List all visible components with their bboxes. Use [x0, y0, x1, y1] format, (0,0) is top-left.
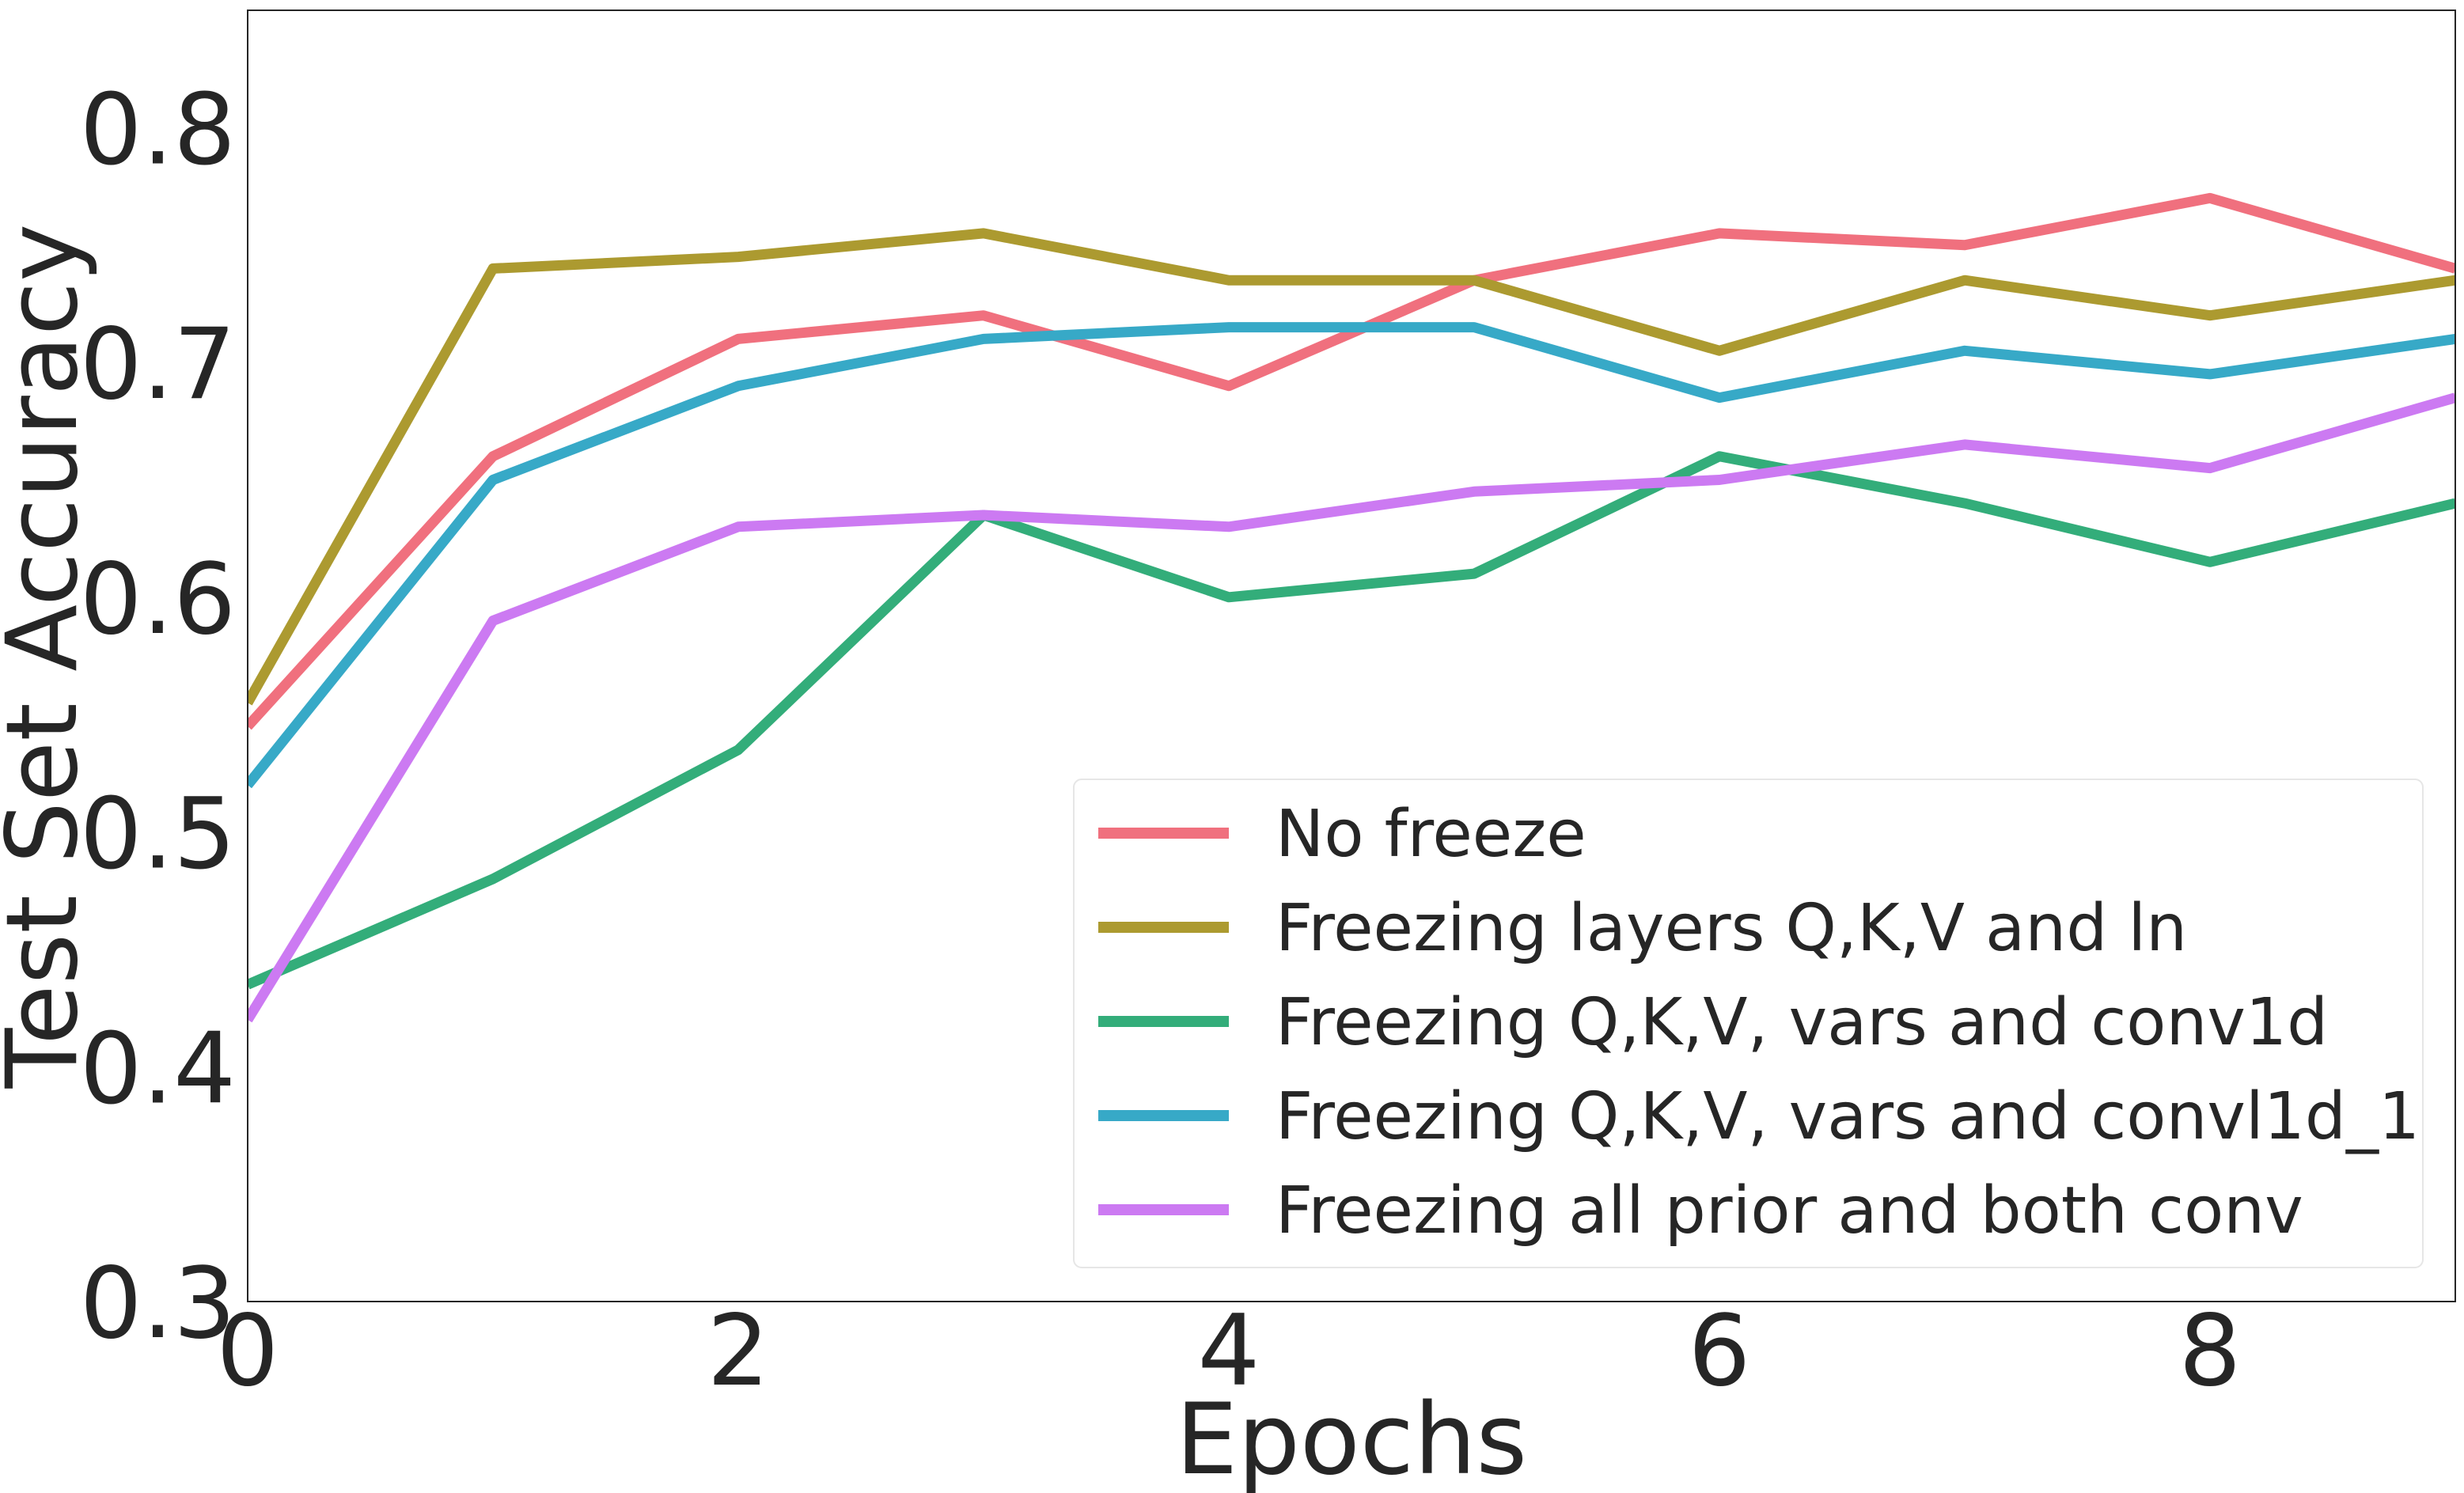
- legend-label-5: Freezing all prior and both conv: [1276, 1173, 2303, 1249]
- legend-label-2: Freezing layers Q,K,V and ln: [1276, 891, 2187, 966]
- series-line-3: [248, 451, 2455, 990]
- series-line-1: [248, 192, 2455, 730]
- x-tick-label: 0: [217, 1294, 279, 1408]
- y-tick-label: 0.6: [80, 543, 236, 657]
- y-tick-label: 0.8: [80, 73, 236, 187]
- series-line-4: [248, 322, 2455, 789]
- y-tick-labels: 0.3 0.4 0.5 0.6 0.7 0.8: [80, 73, 236, 1361]
- y-tick-label: 0.3: [80, 1247, 236, 1361]
- legend-box: [1073, 779, 2424, 1268]
- series-line-5: [248, 392, 2455, 1023]
- y-tick-label: 0.4: [80, 1012, 236, 1126]
- series-layer: [248, 192, 2455, 1023]
- legend-label-4: Freezing Q,K,V, vars and convl1d_1: [1276, 1079, 2420, 1154]
- x-tick-labels: 0 2 4 6 8: [217, 1294, 2242, 1408]
- legend-label-3: Freezing Q,K,V, vars and conv1d: [1276, 985, 2328, 1060]
- x-tick-label: 6: [1689, 1294, 1751, 1408]
- series-line-2: [248, 228, 2455, 706]
- x-tick-label: 2: [707, 1294, 770, 1408]
- x-tick-label: 4: [1198, 1294, 1260, 1408]
- x-tick-label: 8: [2179, 1294, 2242, 1408]
- plot-frame: [247, 9, 2456, 1302]
- legend: No freeze Freezing layers Q,K,V and ln Fre…: [1073, 779, 2424, 1268]
- y-tick-label: 0.7: [80, 308, 236, 422]
- y-axis-label: Test Set Accuracy: [0, 224, 100, 1089]
- y-tick-label: 0.5: [80, 778, 236, 892]
- x-axis-label: Epochs: [1176, 1383, 1527, 1493]
- legend-label-1: No freeze: [1276, 797, 1586, 872]
